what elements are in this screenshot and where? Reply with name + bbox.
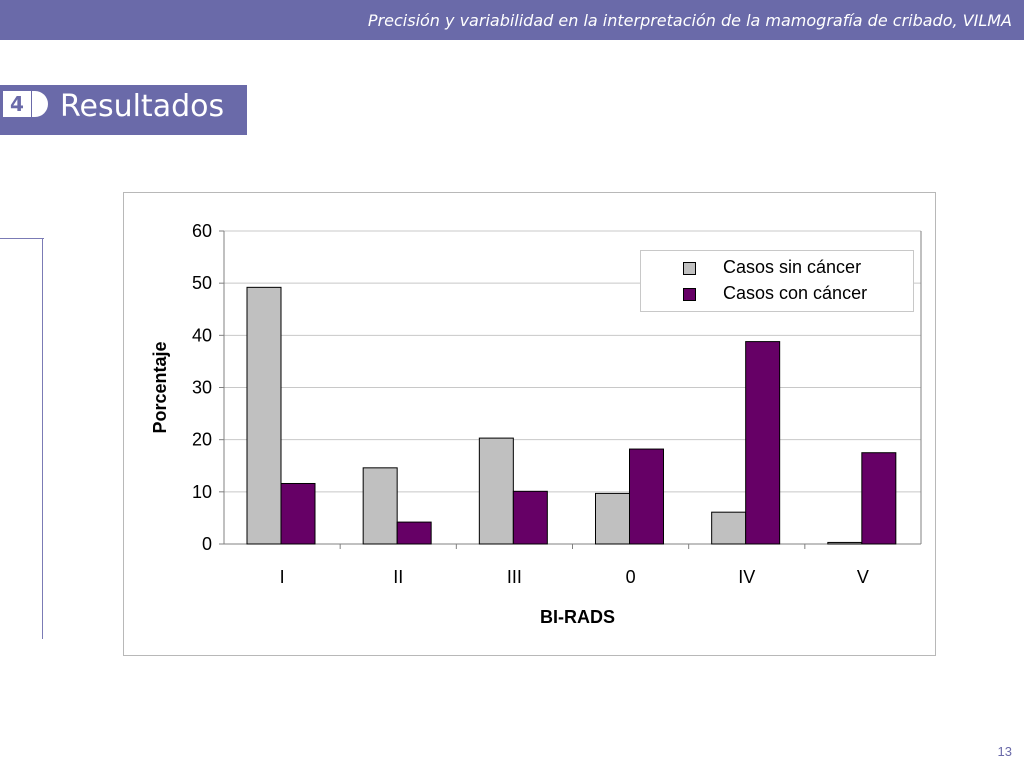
header-bar: Precisión y variabilidad en la interpret… <box>0 0 1024 40</box>
y-tick-label-6: 60 <box>192 221 212 241</box>
side-divider-horizontal <box>0 238 44 239</box>
legend-item-sin-cancer: Casos sin cáncer <box>641 255 913 281</box>
bar-sin-cancer-4 <box>711 511 747 545</box>
x-tick-label-1: II <box>393 567 403 587</box>
x-tick-label-2: III <box>507 567 522 587</box>
section-badge: 4 Resultados <box>0 85 247 135</box>
side-divider-vertical <box>42 238 43 639</box>
y-axis-title: Porcentaje <box>150 341 170 433</box>
bar-con-cancer-5 <box>861 452 897 545</box>
bar-con-cancer-4 <box>745 341 781 545</box>
bar-con-cancer-0 <box>280 482 316 545</box>
chart-frame: 0 10 20 30 40 50 60 I II III 0 IV V BI-RADS Porcentaje… <box>123 192 936 656</box>
y-tick-label-4: 40 <box>192 325 212 345</box>
x-tick-label-0: I <box>280 567 285 587</box>
presentation-title: Precisión y variabilidad en la interpret… <box>367 11 1012 30</box>
bar-sin-cancer-3 <box>595 492 630 545</box>
section-number: 4 <box>10 92 24 116</box>
bar-sin-cancer-1 <box>362 467 398 545</box>
x-tick-label-3: 0 <box>626 567 636 587</box>
legend-label-con-cancer: Casos con cáncer <box>723 283 868 303</box>
y-tick-label-0: 0 <box>202 534 212 554</box>
section-marker-icon <box>32 91 48 117</box>
y-tick-label-3: 30 <box>192 378 212 398</box>
bar-con-cancer-2 <box>512 490 548 545</box>
y-tick-label-2: 20 <box>192 430 212 450</box>
page-number: 13 <box>997 744 1012 759</box>
x-tick-label-5: V <box>857 567 869 587</box>
bar-sin-cancer-5 <box>827 541 863 545</box>
bar-con-cancer-3 <box>629 448 664 545</box>
bar-sin-cancer-2 <box>478 437 514 545</box>
bar-con-cancer-1 <box>396 521 432 545</box>
y-tick-label-5: 50 <box>192 273 212 293</box>
y-tick-label-1: 10 <box>192 482 212 502</box>
section-title: Resultados <box>60 89 225 124</box>
legend-item-con-cancer: Casos con cáncer <box>641 281 913 307</box>
legend-label-sin-cancer: Casos sin cáncer <box>723 257 862 277</box>
chart-legend: Casos sin cáncer Casos con cáncer <box>640 250 914 312</box>
section-number-box: 4 <box>3 91 31 117</box>
x-tick-label-4: IV <box>738 567 755 587</box>
legend-swatch-sin-cancer <box>683 262 696 275</box>
x-axis-title: BI-RADS <box>540 607 615 627</box>
bar-sin-cancer-0 <box>246 286 282 545</box>
legend-swatch-con-cancer <box>683 288 696 301</box>
